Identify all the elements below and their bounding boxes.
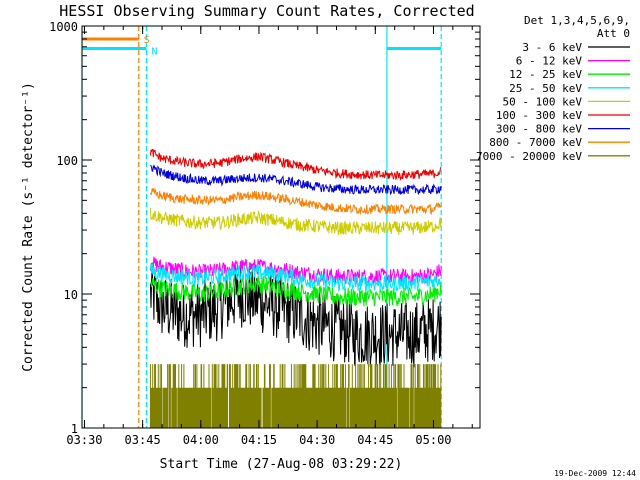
y-tick-label: 1000: [49, 20, 78, 34]
legend-label: 7000 - 20000 keV: [476, 150, 582, 163]
series-25-50-kev: [149, 263, 442, 293]
legend-label: 6 - 12 keV: [516, 55, 583, 68]
legend-label: 3 - 6 keV: [522, 41, 582, 54]
x-axis-label: Start Time (27-Aug-08 03:29:22): [160, 457, 403, 472]
series-50-100-kev: [149, 207, 442, 235]
series-100-300-kev: [149, 148, 442, 182]
x-tick-label: 05:00: [415, 433, 451, 447]
plot-frame: [81, 25, 481, 429]
x-tick-label: 03:45: [125, 433, 161, 447]
chart-title: HESSI Observing Summary Count Rates, Cor…: [59, 2, 474, 20]
y-tick-label: 1: [71, 422, 78, 436]
series-7000-20000-kev: [149, 364, 442, 428]
legend-label: 50 - 100 keV: [503, 95, 583, 108]
y-axis-label: Corrected Count Rate (s⁻¹ detector⁻¹): [21, 82, 36, 372]
x-tick-label: 04:45: [357, 433, 393, 447]
legend-label: 300 - 800 keV: [496, 123, 582, 136]
x-tick-label: 04:15: [241, 433, 277, 447]
legend-header: Att 0: [597, 27, 630, 40]
y-tick-label: 100: [56, 154, 78, 168]
y-tick-label: 10: [64, 288, 78, 302]
series-800-7000-kev: [149, 187, 442, 216]
timestamp: 19-Dec-2009 12:44: [554, 469, 636, 478]
annotation-s: S: [144, 35, 150, 46]
legend-label: 100 - 300 keV: [496, 109, 582, 122]
legend-label: 12 - 25 keV: [509, 68, 582, 81]
series-12-25-kev: [150, 275, 442, 307]
series-300-800-kev: [150, 164, 442, 196]
x-tick-label: 04:30: [299, 433, 335, 447]
series-6-12-kev: [149, 256, 442, 286]
legend-label: 800 - 7000 keV: [489, 136, 582, 149]
x-tick-label: 04:00: [183, 433, 219, 447]
legend-label: 25 - 50 keV: [509, 82, 582, 95]
legend-header: Det 1,3,4,5,6,9,: [524, 14, 630, 27]
x-tick-label: 03:30: [66, 433, 102, 447]
annotation-n: N: [152, 46, 158, 57]
